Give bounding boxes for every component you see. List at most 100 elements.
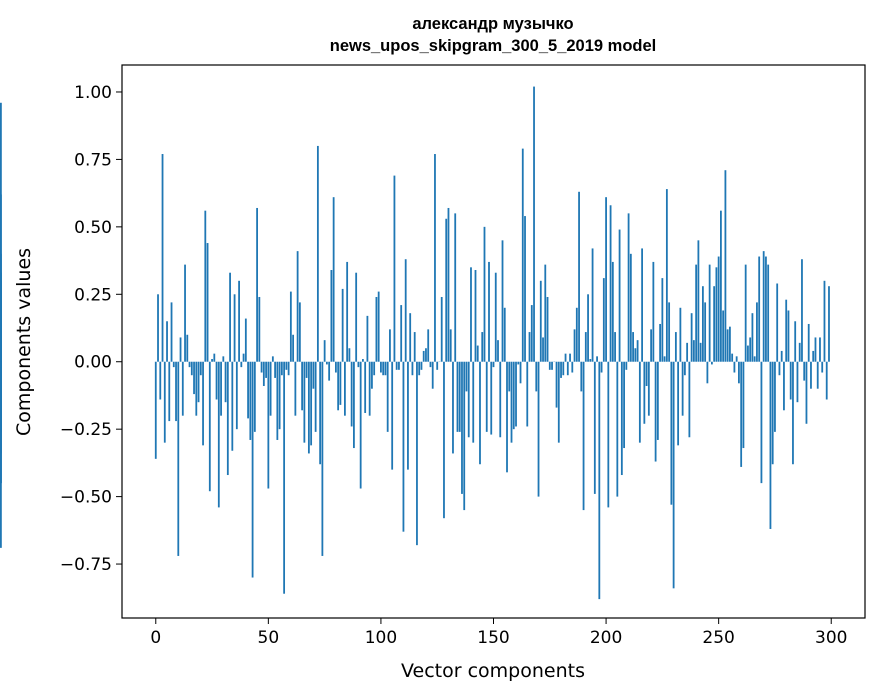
bar-component-275 [774,361,776,432]
bar-component-278 [780,350,783,362]
bar-component-238 [690,313,693,362]
bar-component-29 [220,361,222,416]
bar-component-270 [762,251,765,362]
bar-component-117 [418,361,421,376]
bar-component-79 [332,197,335,362]
bar-component-262 [744,264,747,362]
bar-component-180 [560,361,562,378]
bar-component-175 [548,361,551,370]
bar-component-99 [377,291,380,362]
bar-component-155 [503,307,506,362]
bar-component-91 [359,361,362,489]
bar-component-172 [542,337,544,362]
bar-component-251 [720,210,722,362]
bar-component-298 [825,361,828,400]
bar-component-7 [170,302,173,362]
bar-component-257 [733,361,736,373]
bar-component-179 [557,361,560,443]
bar-component-158 [510,361,513,443]
bar-component-249 [715,267,718,362]
bar-component-212 [632,332,634,362]
bar-component-203 [611,261,614,362]
bar-component-90 [357,361,360,368]
bar-component-66 [303,361,306,443]
bar-component-130 [447,207,450,362]
bar-component-122 [429,361,432,368]
bar-component-89 [355,272,358,362]
bar-component-104 [389,329,391,362]
bar-component-191 [584,332,587,362]
bar-component-258 [735,356,738,362]
bar-component-36 [235,361,238,430]
bar-component-76 [325,361,328,365]
bar-component-18 [195,361,198,416]
bar-component-27 [215,361,218,400]
bar-component-15 [188,361,191,368]
bar-component-202 [609,205,612,362]
bar-component-11 [179,337,182,362]
bar-component-215 [638,361,641,443]
bar-component-246 [708,264,711,362]
bar-component-106 [393,175,396,362]
bar-component-144 [479,361,481,465]
bar-component-151 [494,272,497,362]
bar-component-289 [805,361,808,424]
bar-component-100 [380,361,382,373]
bar-component-124 [434,154,436,362]
bar-component-103 [386,361,389,432]
bar-component-265 [751,313,754,362]
bar-component-259 [738,361,740,384]
bar-component-295 [819,337,821,362]
bar-component-185 [571,361,574,373]
bar-component-88 [353,361,355,449]
bar-component-176 [551,361,553,370]
bar-component-236 [686,342,689,362]
bar-component-31 [224,361,227,403]
bar-component-39 [242,353,245,362]
y-axis-ticks: −0.75 −0.50 −0.25 0.00 0.25 0.50 0.75 1.00 [60,83,122,575]
bar-component-274 [771,361,774,465]
x-tick-label: 0 [150,628,161,648]
bar-component-137 [463,361,466,511]
bar-component-86 [348,348,351,362]
bar-component-277 [778,361,781,376]
bar-component-160 [515,361,517,427]
bar-component-56 [280,361,283,376]
bar-component-73 [319,361,322,465]
bar-component-21 [202,361,204,446]
bar-component-285 [796,361,799,403]
bar-component-109 [400,305,403,362]
bar-component-14 [186,334,189,362]
bar-component-107 [395,361,398,370]
bar-component-279 [783,361,785,411]
bar-component-101 [382,361,385,376]
bar-component-undefined [0,361,2,368]
bar-component-48 [262,361,265,387]
bar-component-283 [792,361,794,465]
bar-component-45 [256,207,258,362]
bar-component-118 [420,361,423,370]
bar-component-224 [659,323,662,362]
bar-component-139 [467,361,470,438]
bar-component-24 [208,361,211,492]
bar-component-46 [258,296,261,362]
bar-component-71 [314,361,317,432]
bar-component-57 [283,361,286,594]
bar-component-198 [600,361,603,373]
bar-component-243 [701,286,704,362]
bar-component-272 [767,264,770,362]
bar-component-271 [765,256,767,362]
bar-component-167 [530,305,533,362]
bar-component-297 [823,280,826,362]
bar-component-245 [706,361,709,384]
bar-component-161 [517,361,520,365]
bar-component-69 [310,361,313,446]
x-axis-label: Vector components [401,660,585,682]
bar-component-226 [663,356,666,362]
bar-component-68 [307,361,310,454]
bar-component-41 [247,361,249,419]
bar-component-267 [756,302,758,362]
bar-component-25 [211,359,213,362]
bar-component-239 [692,340,695,362]
bar-component-207 [620,361,623,476]
